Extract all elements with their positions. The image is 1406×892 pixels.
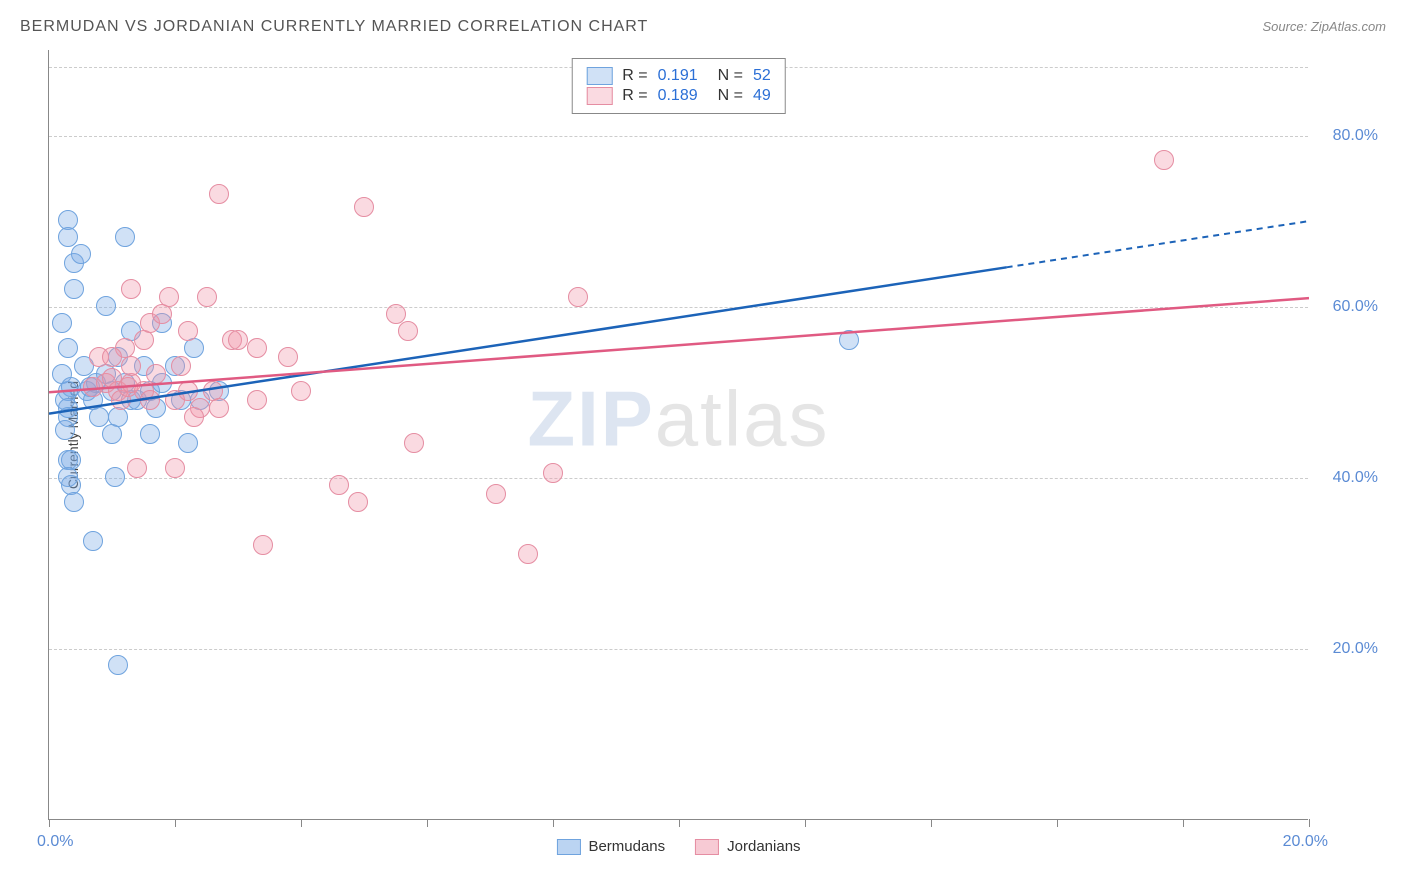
legend-row-bermudans: R = 0.191 N = 52 [586, 67, 771, 85]
bermudans-point [64, 492, 84, 512]
jordanians-point [253, 535, 273, 555]
jordanians-point [354, 197, 374, 217]
jordanians-point [398, 321, 418, 341]
jordanians-point [329, 475, 349, 495]
bermudans-point [184, 338, 204, 358]
legend-swatch [556, 839, 580, 855]
legend-r-label: R = [622, 87, 647, 105]
legend-n-value: 52 [753, 67, 771, 85]
jordanians-point [102, 347, 122, 367]
jordanians-point [543, 463, 563, 483]
x-tick [805, 819, 806, 827]
x-tick [1309, 819, 1310, 827]
bermudans-point [105, 467, 125, 487]
legend-r-value: 0.191 [658, 67, 698, 85]
jordanians-point [209, 184, 229, 204]
bermudans-point [71, 244, 91, 264]
jordanians-point [178, 381, 198, 401]
correlation-legend: R = 0.191 N = 52 R = 0.189 N = 49 [571, 58, 786, 114]
jordanians-point [209, 398, 229, 418]
legend-row-jordanians: R = 0.189 N = 49 [586, 87, 771, 105]
y-tick-label: 20.0% [1333, 640, 1378, 658]
jordanians-point [152, 304, 172, 324]
x-tick [49, 819, 50, 827]
x-tick [553, 819, 554, 827]
x-axis-max-label: 20.0% [1283, 833, 1328, 851]
bermudans-point [58, 227, 78, 247]
jordanians-point [568, 287, 588, 307]
jordanians-point [197, 287, 217, 307]
bermudans-point [108, 655, 128, 675]
x-tick [1183, 819, 1184, 827]
scatter-points-layer [49, 50, 1308, 819]
legend-label: Bermudans [588, 838, 665, 855]
bermudans-point [115, 227, 135, 247]
x-tick [931, 819, 932, 827]
jordanians-point [146, 364, 166, 384]
bermudans-point [140, 424, 160, 444]
x-tick [175, 819, 176, 827]
jordanians-point [291, 381, 311, 401]
jordanians-point [121, 279, 141, 299]
jordanians-point [486, 484, 506, 504]
bermudans-point [83, 531, 103, 551]
x-tick [679, 819, 680, 827]
bermudans-point [52, 313, 72, 333]
jordanians-point [140, 390, 160, 410]
chart-plot-area: Currently Married 20.0%40.0%60.0%80.0% Z… [48, 50, 1308, 820]
jordanians-point [171, 356, 191, 376]
jordanians-point [134, 330, 154, 350]
bermudans-point [64, 279, 84, 299]
legend-n-value: 49 [753, 87, 771, 105]
jordanians-point [278, 347, 298, 367]
legend-item: Jordanians [695, 838, 800, 855]
legend-r-value: 0.189 [658, 87, 698, 105]
jordanians-point [228, 330, 248, 350]
jordanians-point [348, 492, 368, 512]
x-axis-min-label: 0.0% [37, 833, 73, 851]
jordanians-point [178, 321, 198, 341]
bermudans-point [55, 420, 75, 440]
legend-item: Bermudans [556, 838, 665, 855]
bermudans-point [89, 407, 109, 427]
legend-n-label: N = [718, 67, 743, 85]
jordanians-point [1154, 150, 1174, 170]
y-tick-label: 80.0% [1333, 127, 1378, 145]
bermudans-point [58, 338, 78, 358]
x-tick [301, 819, 302, 827]
legend-swatch [586, 67, 612, 85]
jordanians-point [165, 458, 185, 478]
jordanians-point [184, 407, 204, 427]
source-label: Source: ZipAtlas.com [1262, 19, 1386, 34]
jordanians-point [121, 356, 141, 376]
bermudans-point [102, 424, 122, 444]
jordanians-point [247, 338, 267, 358]
legend-swatch [695, 839, 719, 855]
jordanians-point [386, 304, 406, 324]
series-legend: Bermudans Jordanians [556, 838, 800, 855]
bermudans-point [96, 296, 116, 316]
bermudans-point [839, 330, 859, 350]
x-tick [1057, 819, 1058, 827]
jordanians-point [404, 433, 424, 453]
y-tick-label: 60.0% [1333, 298, 1378, 316]
chart-title: BERMUDAN VS JORDANIAN CURRENTLY MARRIED … [20, 18, 648, 36]
jordanians-point [247, 390, 267, 410]
legend-n-label: N = [718, 87, 743, 105]
legend-swatch [586, 87, 612, 105]
bermudans-point [178, 433, 198, 453]
legend-r-label: R = [622, 67, 647, 85]
legend-label: Jordanians [727, 838, 800, 855]
x-tick [427, 819, 428, 827]
jordanians-point [127, 458, 147, 478]
jordanians-point [518, 544, 538, 564]
y-tick-label: 40.0% [1333, 469, 1378, 487]
